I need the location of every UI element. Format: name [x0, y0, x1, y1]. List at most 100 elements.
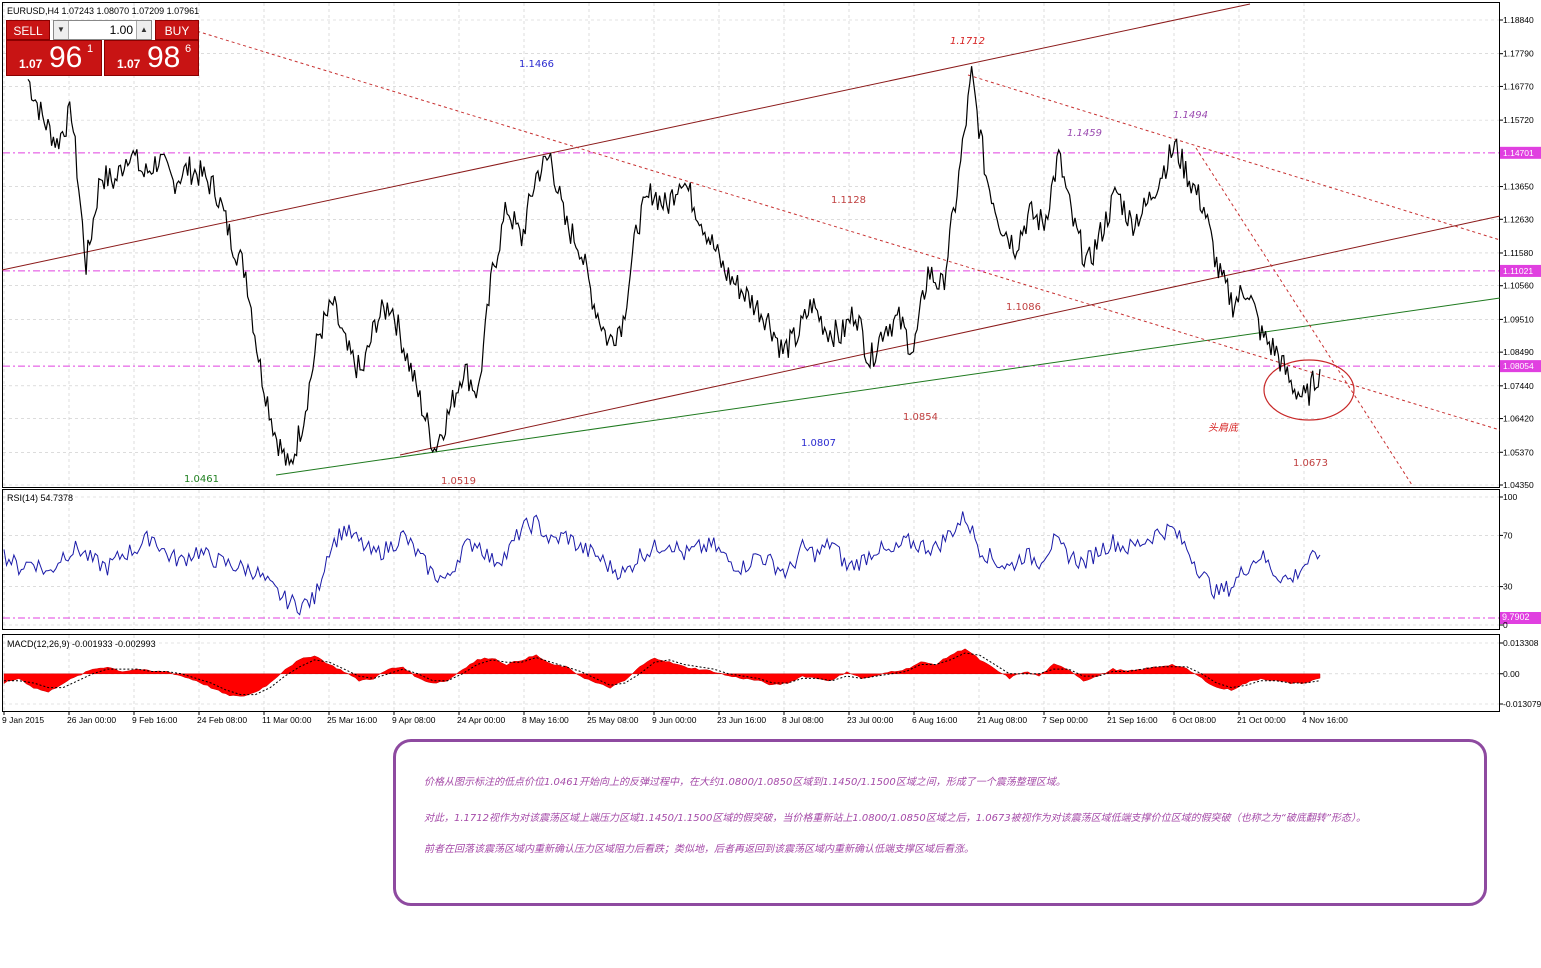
annotation-1-1128: 1.1128	[831, 195, 866, 206]
macd-tick-label: -0.013079	[1503, 699, 1541, 709]
note-paragraph-2: 对此，1.1712视作为对该震荡区域上端压力区域1.1450/1.1500区域的…	[424, 813, 1367, 824]
price-tick-label: 1.06420	[1503, 414, 1534, 424]
time-tick-label: 25 Mar 16:00	[327, 715, 377, 725]
annotation-1-0519: 1.0519	[441, 476, 476, 487]
lot-size-field[interactable]: ▼ 1.00 ▲	[53, 20, 152, 40]
rsi-title: RSI(14) 54.7378	[7, 493, 73, 503]
price-tick-label: 1.05370	[1503, 447, 1534, 457]
buy-button[interactable]: BUY	[155, 20, 199, 40]
one-click-trade-panel: SELL ▼ 1.00 ▲ BUY 1.07 96 1 1.07 98 6	[6, 20, 199, 76]
time-tick-label: 21 Sep 16:00	[1107, 715, 1158, 725]
buy-price-prefix: 1.07	[117, 57, 141, 71]
annotation-1-0461: 1.0461	[184, 474, 219, 485]
rsi-tick-label: 30	[1503, 582, 1513, 592]
lot-increase-icon[interactable]: ▲	[136, 21, 151, 39]
macd-tick-label: 0.00	[1503, 669, 1520, 679]
time-tick-label: 9 Jan 2015	[2, 715, 44, 725]
buy-price-pips: 98	[147, 41, 181, 74]
rsi-tick-label: 100	[1503, 492, 1517, 502]
price-level-tag	[1500, 146, 1541, 159]
buy-price-box[interactable]: 1.07 98 6	[104, 40, 199, 76]
price-tick-label: 1.10560	[1503, 281, 1534, 291]
macd-grid	[3, 635, 1499, 711]
time-tick-label: 21 Aug 08:00	[977, 715, 1027, 725]
time-tick-label: 24 Apr 00:00	[457, 715, 505, 725]
lot-size-value[interactable]: 1.00	[109, 23, 133, 37]
time-tick-label: 6 Oct 08:00	[1172, 715, 1216, 725]
time-tick-label: 8 May 16:00	[522, 715, 569, 725]
annotation-1-0854: 1.0854	[903, 412, 938, 423]
analysis-note-box: 价格从图示标注的低点价位1.0461开始向上的反弹过程中，在大约1.0800/1…	[393, 739, 1487, 906]
main-panel-border	[2, 2, 1500, 488]
rsi-series-line	[3, 511, 1321, 616]
time-tick-label: 6 Aug 16:00	[912, 715, 958, 725]
macd-title: MACD(12,26,9) -0.001933 -0.002993	[7, 639, 156, 649]
time-tick-label: 4 Nov 16:00	[1302, 715, 1348, 725]
price-tick-label: 1.04350	[1503, 480, 1534, 490]
lower-channel-line	[399, 215, 1501, 456]
price-tick-label: 1.15720	[1503, 115, 1534, 125]
price-tick-label: 1.17790	[1503, 49, 1534, 59]
price-tick-label: 1.11021	[1503, 266, 1533, 276]
annotation-head-shoulders-bottom: 头肩底	[1208, 422, 1240, 434]
symbol-header: EURUSD,H4 1.07243 1.08070 1.07209 1.0796…	[7, 6, 199, 16]
sell-price-box[interactable]: 1.07 96 1	[6, 40, 102, 76]
price-tick-label: 1.12630	[1503, 214, 1534, 224]
steep-dashed-line	[1195, 147, 1413, 486]
buy-price-fraction: 6	[185, 43, 192, 55]
time-tick-label: 9 Feb 16:00	[132, 715, 178, 725]
price-tick-label: 1.08054	[1503, 361, 1534, 371]
descending-dashed-line	[179, 25, 1501, 431]
lot-decrease-icon[interactable]: ▼	[54, 21, 69, 39]
annotation-1-1712: 1.1712	[950, 36, 985, 47]
price-tick-label: 1.07440	[1503, 381, 1534, 391]
price-level-tag	[1500, 360, 1541, 373]
time-tick-label: 25 May 08:00	[587, 715, 639, 725]
time-tick-label: 23 Jul 00:00	[847, 715, 894, 725]
annotation-1-1459: 1.1459	[1067, 128, 1102, 139]
time-axis: 9 Jan 2015 26 Jan 00:00 9 Feb 16:00 24 Feb …	[2, 711, 1348, 725]
annotation-1-0673: 1.0673	[1293, 458, 1328, 469]
green-support-line	[275, 297, 1501, 476]
macd-signal-line	[4, 652, 1321, 696]
sell-price-pips: 96	[49, 41, 83, 74]
time-tick-label: 8 Jul 08:00	[782, 715, 824, 725]
sell-price-prefix: 1.07	[19, 57, 43, 71]
rsi-tick-label: 70	[1503, 530, 1513, 540]
macd-axis: 0.013308 0.00 -0.013079	[1499, 638, 1541, 709]
annotation-1-0807: 1.0807	[801, 438, 836, 449]
rsi-level-tag	[1500, 612, 1541, 624]
time-tick-label: 9 Apr 08:00	[392, 715, 436, 725]
time-tick-label: 7 Sep 00:00	[1042, 715, 1088, 725]
price-level-tag	[1500, 264, 1541, 277]
main-grid	[3, 3, 1499, 487]
rsi-tick-label: 0	[1503, 620, 1508, 630]
price-series-line	[27, 66, 1321, 467]
note-paragraph-3: 前者在回落该震荡区域内重新确认压力区域阻力后看跌；类似地，后者再返回到该震荡区域…	[424, 844, 974, 855]
price-axis: 1.18840 1.17790 1.16770 1.15720 1.14701 1.136…	[1499, 15, 1541, 490]
level-lines	[3, 152, 1541, 624]
annotation-1-1466: 1.1466	[519, 59, 554, 70]
annotation-1-1086: 1.1086	[1006, 302, 1041, 313]
time-tick-label: 11 Mar 00:00	[262, 715, 312, 725]
price-tick-label: 1.08490	[1503, 347, 1534, 357]
price-tick-label: 1.11580	[1503, 248, 1533, 258]
rsi-axis: 100 70 30 0	[1499, 492, 1517, 630]
price-tick-label: 1.16770	[1503, 81, 1534, 91]
sell-button[interactable]: SELL	[6, 20, 50, 40]
time-tick-label: 24 Feb 08:00	[197, 715, 247, 725]
upper-channel-line	[1, 3, 1251, 271]
macd-tick-label: 0.013308	[1503, 638, 1539, 648]
top-dashed-resistance	[967, 74, 1501, 241]
time-tick-label: 26 Jan 00:00	[67, 715, 116, 725]
rsi-level-label: 9.7902	[1502, 612, 1530, 622]
time-tick-label: 9 Jun 00:00	[652, 715, 697, 725]
price-tick-label: 1.18840	[1503, 15, 1534, 25]
price-tick-label: 1.14701	[1503, 148, 1534, 158]
head-shoulders-circle	[1263, 359, 1355, 421]
rsi-grid	[3, 490, 1499, 629]
macd-histogram	[3, 648, 1321, 697]
time-tick-label: 21 Oct 00:00	[1237, 715, 1286, 725]
macd-panel-border	[2, 634, 1500, 712]
